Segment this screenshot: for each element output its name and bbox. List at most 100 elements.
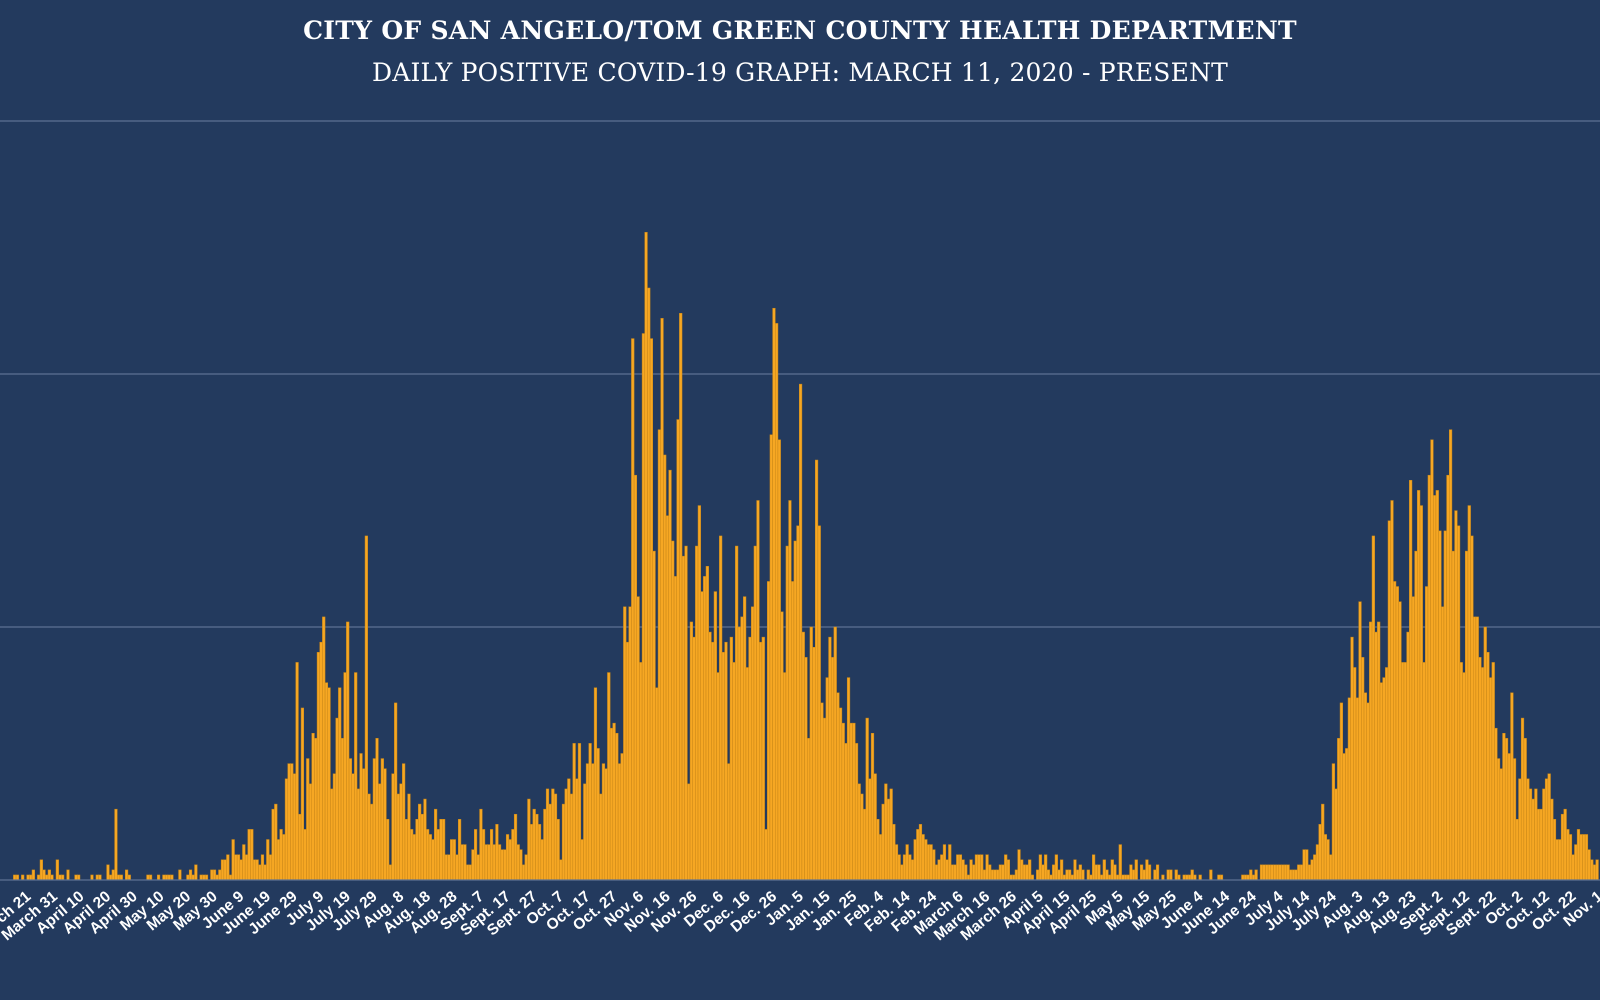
bar bbox=[338, 687, 342, 881]
bar bbox=[1531, 798, 1535, 881]
bar bbox=[857, 783, 861, 881]
bar bbox=[929, 844, 933, 881]
bar bbox=[545, 788, 550, 881]
bar bbox=[1017, 849, 1021, 881]
bar bbox=[1118, 844, 1122, 881]
bar bbox=[407, 793, 411, 881]
bar bbox=[772, 307, 776, 881]
bar bbox=[372, 758, 376, 881]
bar bbox=[1491, 662, 1495, 881]
bar bbox=[665, 515, 669, 881]
bar bbox=[439, 819, 443, 881]
bar bbox=[45, 874, 49, 881]
bar bbox=[1480, 667, 1485, 881]
bar bbox=[426, 829, 430, 881]
bar bbox=[1270, 864, 1274, 881]
bar bbox=[841, 722, 845, 881]
bar bbox=[601, 763, 606, 881]
bar bbox=[655, 687, 659, 881]
bar bbox=[1374, 631, 1378, 881]
bar bbox=[236, 854, 241, 881]
bar bbox=[769, 434, 773, 881]
bar bbox=[644, 232, 648, 881]
bar bbox=[1251, 874, 1256, 881]
bar bbox=[1387, 520, 1391, 881]
bar bbox=[495, 824, 499, 881]
bar bbox=[1004, 854, 1008, 881]
bar bbox=[1323, 834, 1327, 881]
bar bbox=[820, 702, 824, 881]
bar bbox=[804, 657, 808, 881]
bar bbox=[487, 844, 491, 881]
bar bbox=[540, 839, 544, 881]
bar bbox=[969, 859, 973, 881]
bar bbox=[719, 535, 723, 881]
bar bbox=[998, 864, 1002, 881]
bar bbox=[830, 657, 835, 881]
bar bbox=[1193, 874, 1197, 881]
bar bbox=[239, 859, 243, 881]
bar bbox=[55, 859, 59, 881]
bar bbox=[953, 864, 957, 881]
bar bbox=[777, 439, 781, 881]
bar bbox=[1108, 874, 1112, 881]
bar bbox=[1241, 874, 1245, 881]
bar bbox=[697, 505, 701, 881]
bar bbox=[724, 641, 728, 881]
bar bbox=[1012, 874, 1016, 881]
bar bbox=[204, 874, 209, 881]
bar bbox=[282, 834, 286, 881]
bar bbox=[188, 869, 193, 881]
bar bbox=[1097, 864, 1101, 881]
bar bbox=[572, 743, 576, 881]
bar bbox=[1534, 788, 1538, 881]
bar bbox=[1334, 788, 1338, 881]
bar bbox=[380, 758, 384, 881]
bar bbox=[1278, 864, 1282, 881]
bar bbox=[1070, 874, 1074, 881]
bar bbox=[484, 844, 488, 881]
bar bbox=[1592, 864, 1597, 881]
bar bbox=[410, 829, 414, 881]
bar bbox=[215, 874, 219, 881]
bar bbox=[793, 540, 797, 881]
bar bbox=[743, 596, 747, 881]
bar bbox=[1020, 859, 1024, 881]
bar bbox=[444, 854, 448, 881]
bar bbox=[1275, 864, 1280, 881]
bar bbox=[164, 874, 169, 881]
bar bbox=[561, 803, 566, 881]
bar bbox=[852, 722, 856, 881]
bar bbox=[868, 778, 872, 881]
bar bbox=[1379, 682, 1383, 881]
bar bbox=[1411, 596, 1415, 881]
bar bbox=[945, 859, 949, 881]
bar bbox=[1369, 621, 1373, 881]
bar bbox=[1523, 738, 1527, 881]
bar bbox=[1129, 864, 1133, 881]
bar bbox=[767, 581, 771, 881]
bar bbox=[732, 662, 736, 881]
bar bbox=[623, 606, 627, 881]
bar bbox=[1038, 854, 1042, 881]
bar bbox=[109, 874, 113, 881]
bar bbox=[657, 429, 661, 881]
bar bbox=[324, 682, 328, 881]
bar bbox=[1414, 550, 1418, 881]
bar bbox=[431, 839, 435, 881]
bar bbox=[119, 874, 123, 881]
bar bbox=[450, 839, 454, 881]
bar bbox=[1451, 550, 1455, 881]
bar bbox=[1579, 834, 1583, 881]
bar bbox=[1174, 869, 1178, 881]
bar bbox=[1377, 621, 1381, 881]
bar bbox=[292, 773, 297, 881]
bar bbox=[814, 459, 819, 881]
bar bbox=[1475, 616, 1479, 881]
bar bbox=[993, 869, 997, 881]
bar bbox=[647, 287, 651, 881]
bar bbox=[585, 763, 590, 881]
bar bbox=[1587, 849, 1591, 881]
bar bbox=[849, 722, 853, 881]
bar bbox=[902, 854, 907, 881]
